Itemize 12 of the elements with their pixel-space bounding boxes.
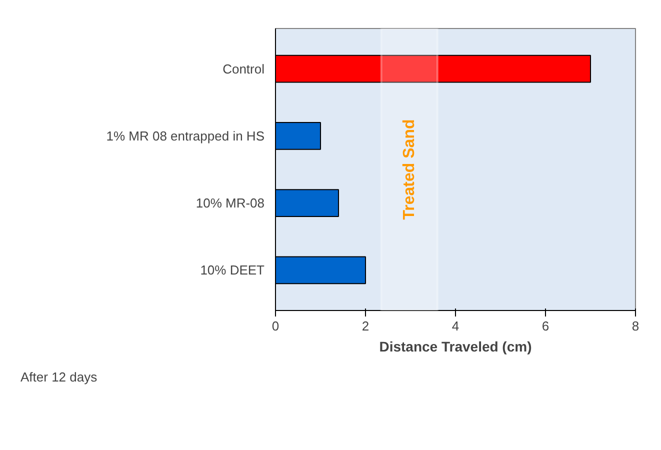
text: After 12 days xyxy=(20,370,98,384)
band-label: Treated Sand xyxy=(400,119,418,220)
y-tick-label: Control xyxy=(222,61,265,76)
x-tick-label: 4 xyxy=(452,318,460,334)
x-tick-label: 6 xyxy=(542,318,550,334)
x-tick-label: 8 xyxy=(632,318,640,334)
x-axis-title: Distance Traveled (cm) xyxy=(379,338,532,354)
y-tick-label: 10% DEET xyxy=(200,262,265,278)
y-tick-label: 10% MR-08 xyxy=(196,196,265,211)
y-tick-label: 1% MR 08 entrapped in HS xyxy=(106,128,265,144)
x-tick-label: 0 xyxy=(272,318,280,334)
x-tick-label: 2 xyxy=(362,318,370,334)
